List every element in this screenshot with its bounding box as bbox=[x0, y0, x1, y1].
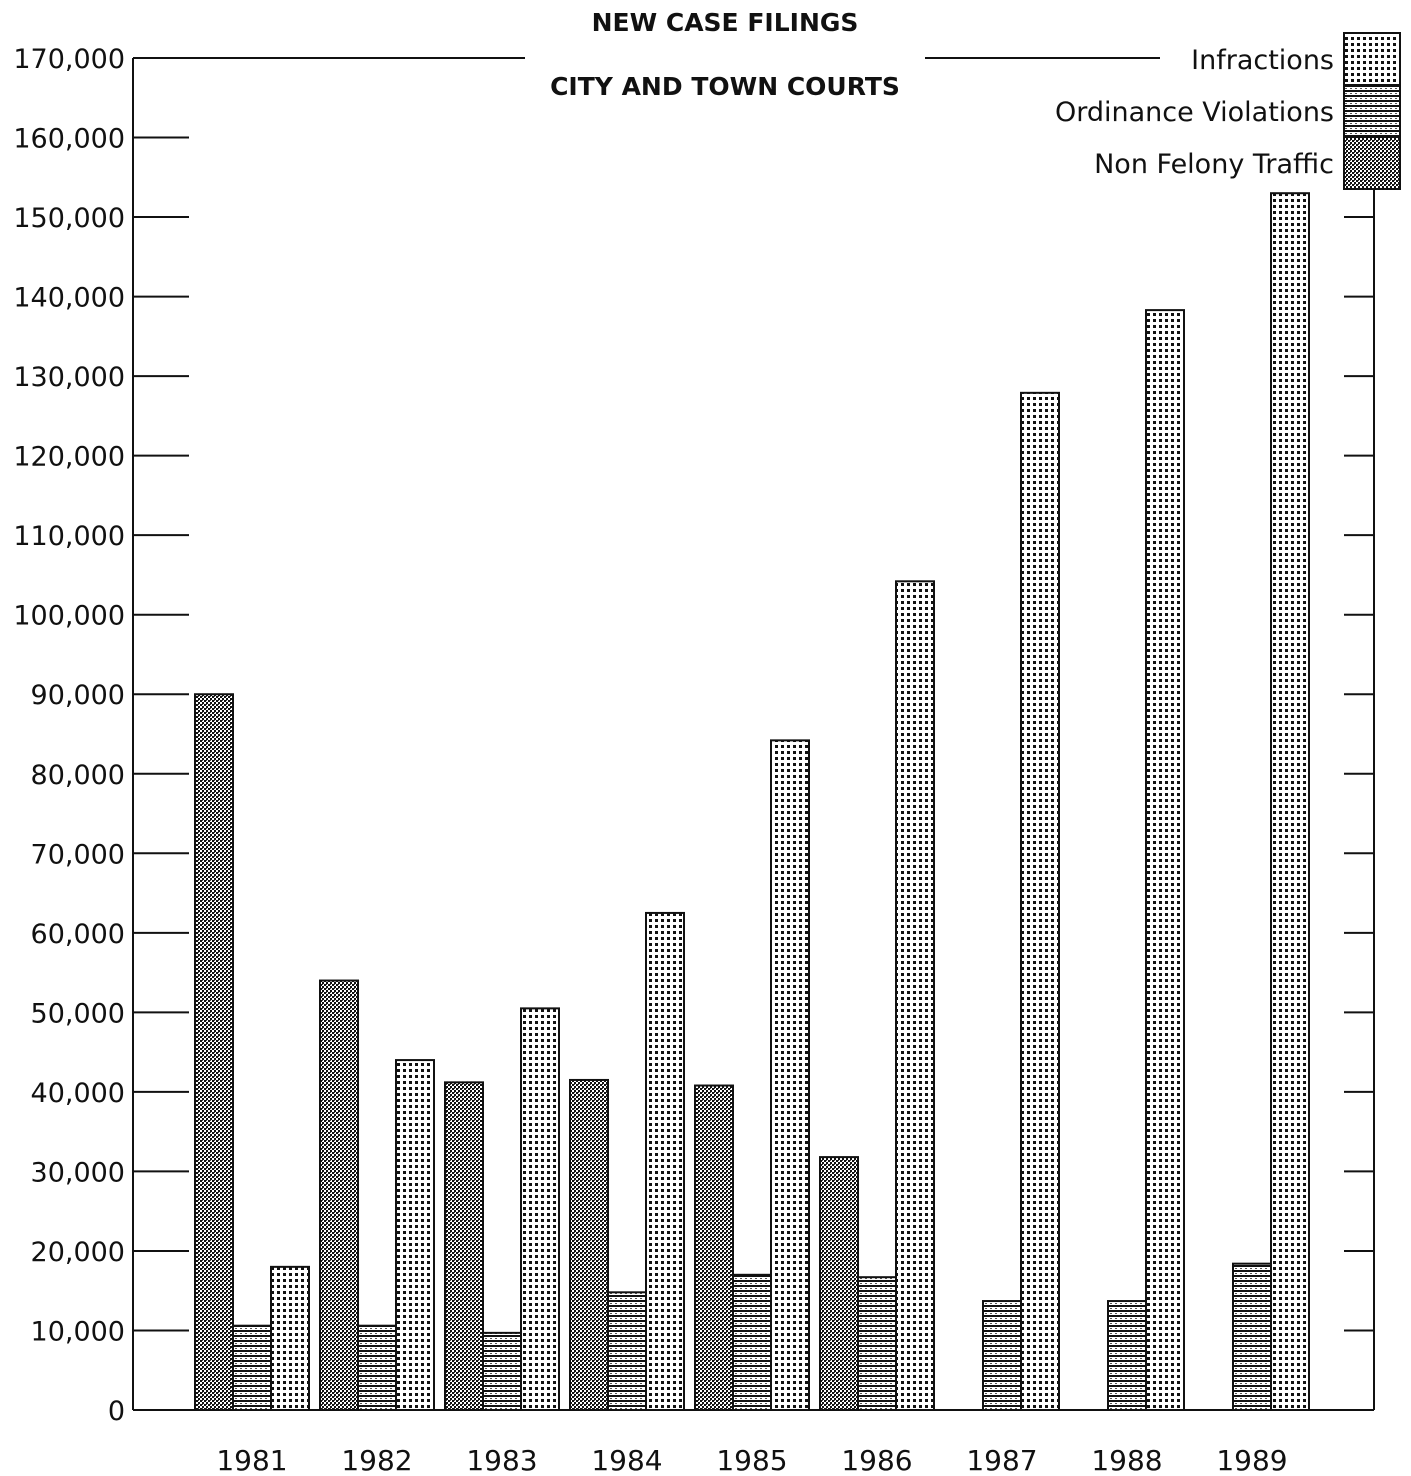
y-tick-label: 170,000 bbox=[13, 44, 125, 75]
bar-ordinance-violations-1982 bbox=[357, 1324, 397, 1412]
bar-non-felony-traffic-1982 bbox=[319, 979, 359, 1412]
legend-swatch-infractions bbox=[1343, 32, 1401, 86]
legend-swatch-ordinance-violations bbox=[1343, 84, 1401, 138]
y-tick-label: 10,000 bbox=[31, 1316, 125, 1347]
chart-title: NEW CASE FILINGS bbox=[592, 8, 859, 37]
y-tick-label: 80,000 bbox=[31, 760, 125, 791]
y-tick-label: 70,000 bbox=[31, 839, 125, 870]
x-tick-label: 1982 bbox=[341, 1444, 412, 1476]
chart-subtitle: CITY AND TOWN COURTS bbox=[550, 72, 900, 101]
bar-non-felony-traffic-1985 bbox=[694, 1084, 734, 1412]
x-tick-label: 1984 bbox=[591, 1444, 662, 1476]
x-tick-label: 1989 bbox=[1216, 1444, 1287, 1476]
legend-label-ordinance-violations: Ordinance Violations bbox=[1055, 97, 1334, 128]
bar-infractions-1986 bbox=[895, 580, 935, 1411]
title-backdrop bbox=[525, 40, 925, 115]
legend-swatch-non-felony-traffic bbox=[1343, 136, 1401, 190]
bar-infractions-1985 bbox=[770, 739, 810, 1411]
x-tick-label: 1985 bbox=[716, 1444, 787, 1476]
legend-label-non-felony-traffic: Non Felony Traffic bbox=[1094, 149, 1334, 180]
bar-infractions-1984 bbox=[645, 911, 685, 1411]
x-tick-label: 1987 bbox=[966, 1444, 1037, 1476]
y-tick-label: 130,000 bbox=[13, 362, 125, 393]
bar-non-felony-traffic-1981 bbox=[194, 693, 234, 1411]
x-axis-labels: 1981 1982 1983 1984 1985 1986 1987 1988 1989 bbox=[216, 1444, 1287, 1476]
axes: 0 10,000 20,000 30,000 40,000 50,000 60,000 70,… bbox=[13, 44, 1375, 1427]
y-tick-label: 160,000 bbox=[13, 124, 125, 155]
x-tick-label: 1988 bbox=[1091, 1444, 1162, 1476]
bar-infractions-1981 bbox=[270, 1265, 310, 1411]
y-tick-label: 110,000 bbox=[13, 521, 125, 552]
y-tick-label: 0 bbox=[108, 1396, 125, 1427]
bar-ordinance-violations-1989 bbox=[1232, 1262, 1272, 1412]
y-tick-label: 30,000 bbox=[31, 1157, 125, 1188]
y-tick-label: 140,000 bbox=[13, 283, 125, 314]
bar-ordinance-violations-1988 bbox=[1107, 1300, 1147, 1411]
y-tick-label: 50,000 bbox=[31, 998, 125, 1029]
bar-infractions-1988 bbox=[1145, 309, 1185, 1411]
bar-ordinance-violations-1987 bbox=[982, 1300, 1022, 1411]
bar-ordinance-violations-1984 bbox=[607, 1291, 647, 1412]
legend: Infractions Ordinance Violations Non Felon… bbox=[1055, 32, 1401, 190]
bar-non-felony-traffic-1986 bbox=[819, 1156, 859, 1411]
bar-infractions-1989 bbox=[1270, 192, 1310, 1412]
y-tick-label: 100,000 bbox=[13, 601, 125, 632]
bar-non-felony-traffic-1984 bbox=[569, 1078, 609, 1411]
bar-ordinance-violations-1983 bbox=[482, 1331, 522, 1411]
x-tick-label: 1981 bbox=[216, 1444, 287, 1476]
bar-non-felony-traffic-1983 bbox=[444, 1081, 484, 1412]
x-tick-label: 1983 bbox=[466, 1444, 537, 1476]
bar-infractions-1983 bbox=[520, 1007, 560, 1411]
y-tick-label: 40,000 bbox=[31, 1078, 125, 1109]
y-tick-label: 120,000 bbox=[13, 442, 125, 473]
bar-ordinance-violations-1985 bbox=[732, 1273, 772, 1412]
y-tick-label: 20,000 bbox=[31, 1237, 125, 1268]
bar-infractions-1982 bbox=[395, 1059, 435, 1411]
bars bbox=[194, 192, 1310, 1412]
bar-infractions-1987 bbox=[1020, 391, 1060, 1411]
y-tick-label: 60,000 bbox=[31, 919, 125, 950]
bar-ordinance-violations-1986 bbox=[857, 1276, 897, 1412]
legend-label-infractions: Infractions bbox=[1191, 45, 1334, 76]
y-tick-label: 150,000 bbox=[13, 203, 125, 234]
y-tick-label: 90,000 bbox=[31, 680, 125, 711]
bar-ordinance-violations-1981 bbox=[232, 1324, 272, 1412]
x-tick-label: 1986 bbox=[841, 1444, 912, 1476]
